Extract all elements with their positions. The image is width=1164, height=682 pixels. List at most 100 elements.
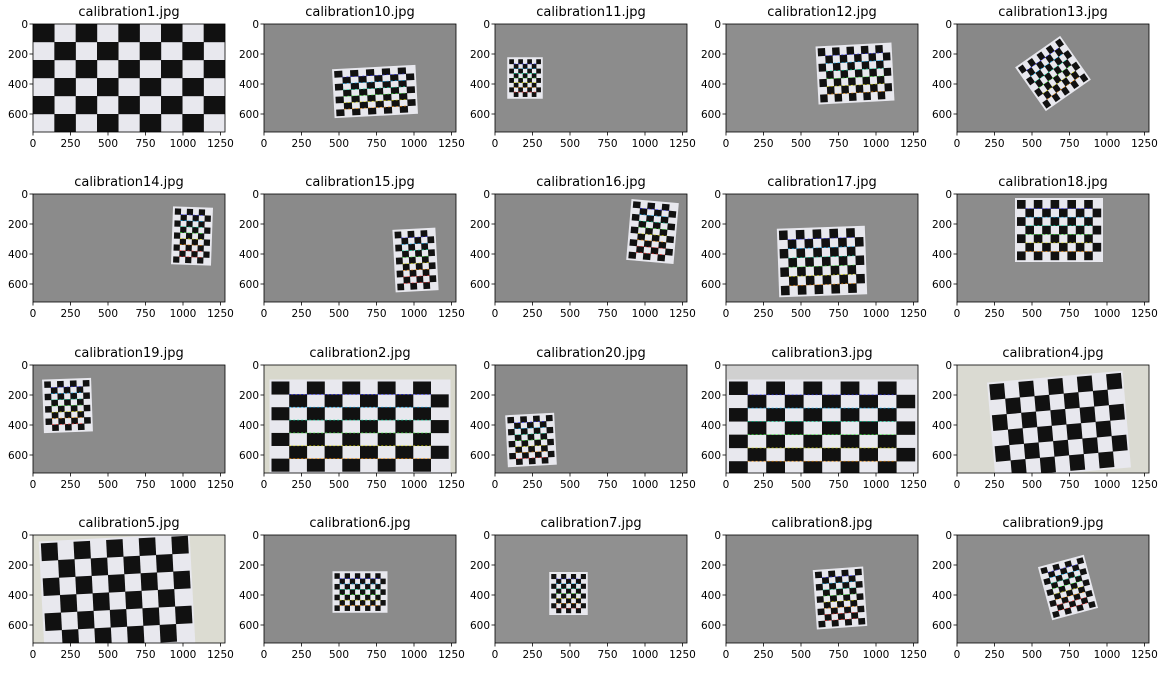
y-tick-label: 600 — [239, 620, 259, 632]
y-tick-label: 200 — [8, 49, 28, 61]
image-plot: 0 200 400 600 0 250 500 750 1000 1250 — [8, 189, 234, 320]
x-tick-label: 1000 — [863, 649, 890, 661]
x-tick-label: 500 — [560, 479, 580, 491]
x-tick-label: 1250 — [207, 479, 234, 491]
y-tick-label: 0 — [252, 189, 259, 201]
corner-line — [638, 226, 668, 230]
y-tick-label: 0 — [21, 360, 28, 372]
corner-line — [1046, 76, 1080, 100]
y-tick-label: 200 — [470, 219, 490, 231]
checkerboard — [392, 227, 439, 293]
y-tick-label: 400 — [932, 79, 952, 91]
y-tick-label: 400 — [932, 420, 952, 432]
y-tick-label: 0 — [714, 189, 721, 201]
x-tick-label: 1000 — [170, 649, 197, 661]
panel-title: calibration2.jpg — [309, 346, 411, 361]
checkerboard — [1015, 198, 1103, 262]
x-tick-label: 1000 — [1094, 308, 1121, 320]
x-tick-label: 1000 — [863, 308, 890, 320]
x-tick-label: 0 — [954, 308, 961, 320]
checkerboard — [812, 566, 868, 630]
corner-line — [788, 264, 856, 268]
image-plot: 0 200 400 600 0 250 500 750 1000 1250 — [701, 530, 927, 661]
x-tick-label: 500 — [1022, 138, 1042, 150]
x-tick-label: 1000 — [632, 479, 659, 491]
corner-line — [52, 423, 85, 425]
x-tick-label: 500 — [329, 308, 349, 320]
x-tick-label: 750 — [1059, 479, 1079, 491]
y-tick-label: 600 — [932, 109, 952, 121]
y-tick-label: 600 — [470, 450, 490, 462]
y-tick-label: 200 — [239, 219, 259, 231]
corner-line — [51, 398, 84, 401]
x-tick-label: 1250 — [1131, 649, 1158, 661]
x-tick-label: 500 — [560, 138, 580, 150]
x-tick-label: 1250 — [1131, 479, 1158, 491]
y-tick-label: 600 — [239, 109, 259, 121]
y-tick-label: 600 — [8, 620, 28, 632]
x-tick-label: 250 — [522, 308, 542, 320]
y-tick-label: 200 — [239, 560, 259, 572]
corner-line — [403, 281, 430, 284]
corner-line — [1030, 53, 1064, 77]
x-tick-label: 500 — [98, 649, 118, 661]
image-plot: 0 200 400 600 0 250 500 750 1000 1250 — [470, 19, 696, 150]
corner-line — [787, 237, 855, 240]
x-tick-label: 250 — [60, 649, 80, 661]
checkerboard — [332, 64, 418, 119]
corner-line — [403, 275, 430, 278]
checkerboard — [776, 225, 868, 298]
corner-line — [1038, 64, 1072, 89]
calibration-panel: calibration11.jpg 0 200 400 600 0 250 500 750 100… — [462, 0, 696, 171]
y-tick-label: 200 — [701, 49, 721, 61]
y-tick-label: 200 — [470, 390, 490, 402]
corner-line — [636, 252, 666, 256]
x-tick-label: 750 — [366, 308, 386, 320]
corner-line — [51, 410, 84, 413]
x-tick-label: 500 — [1022, 308, 1042, 320]
x-tick-label: 250 — [984, 649, 1004, 661]
checkerboard — [505, 412, 557, 468]
panel-title: calibration11.jpg — [536, 5, 646, 20]
x-tick-label: 0 — [30, 138, 37, 150]
x-tick-label: 1000 — [170, 138, 197, 150]
x-tick-label: 1250 — [207, 649, 234, 661]
x-tick-label: 250 — [984, 308, 1004, 320]
x-tick-label: 1250 — [669, 479, 696, 491]
corner-line — [1047, 564, 1078, 573]
calibration-panel: calibration19.jpg 0 200 400 600 0 250 500 750 100… — [0, 341, 234, 512]
corner-line — [514, 432, 547, 436]
corner-line — [514, 426, 547, 430]
corner-line — [402, 255, 429, 258]
corner-line — [824, 611, 858, 615]
y-tick-label: 0 — [945, 189, 952, 201]
x-tick-label: 750 — [828, 479, 848, 491]
x-tick-label: 500 — [98, 479, 118, 491]
panel-title: calibration14.jpg — [74, 175, 184, 190]
corner-line — [788, 255, 856, 259]
calibration-panel: calibration5.jpg 0 200 400 600 0 250 500 750 1000… — [0, 511, 234, 682]
corner-line — [823, 593, 857, 597]
y-tick-label: 0 — [483, 360, 490, 372]
x-tick-label: 1000 — [632, 308, 659, 320]
corner-line — [343, 86, 407, 91]
x-tick-label: 250 — [753, 649, 773, 661]
corner-line — [636, 245, 666, 249]
image-plot: 0 200 400 600 0 250 500 750 1000 1250 — [701, 19, 927, 150]
x-tick-label: 500 — [791, 138, 811, 150]
x-tick-label: 1000 — [632, 649, 659, 661]
panel-title: calibration8.jpg — [771, 516, 873, 531]
x-tick-label: 1250 — [669, 649, 696, 661]
y-tick-label: 400 — [8, 420, 28, 432]
corner-line — [51, 417, 85, 419]
image-plot: 0 200 400 600 0 250 500 750 1000 1250 — [239, 360, 465, 491]
image-plot: 0 200 400 600 0 250 500 750 1000 1250 — [701, 360, 927, 491]
y-tick-label: 400 — [239, 79, 259, 91]
calibration-panel: calibration20.jpg 0 200 400 600 0 250 500 750 100… — [462, 341, 696, 512]
corner-line — [639, 207, 669, 211]
calibration-panel: calibration12.jpg 0 200 400 600 0 250 500 750 100… — [693, 0, 927, 171]
y-tick-label: 400 — [470, 420, 490, 432]
y-tick-label: 400 — [470, 590, 490, 602]
y-tick-label: 0 — [21, 19, 28, 31]
y-tick-label: 0 — [945, 530, 952, 542]
